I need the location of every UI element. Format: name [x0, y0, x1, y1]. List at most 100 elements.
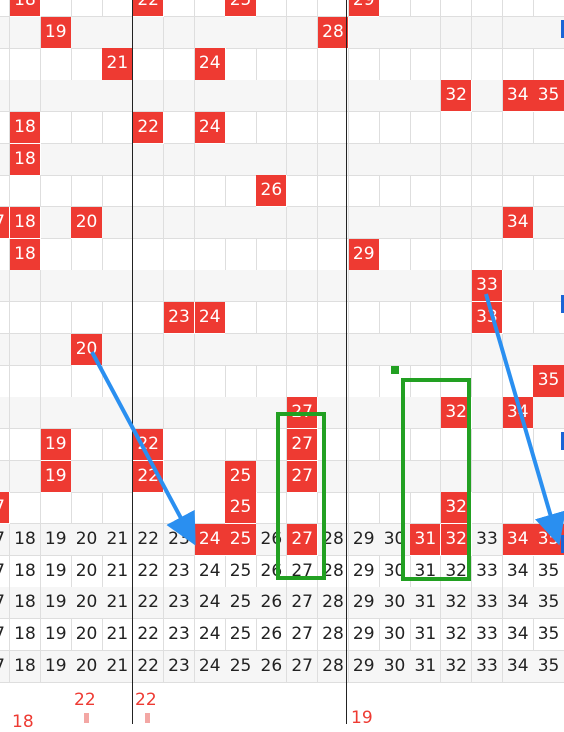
cell-34 [502, 143, 534, 176]
cell-32 [441, 175, 473, 208]
cell-27 [287, 143, 319, 176]
cell-24 [194, 492, 226, 525]
cell-24 [194, 428, 226, 461]
cell-17 [0, 270, 11, 303]
cell-23: 23 [163, 619, 196, 652]
cell-34 [502, 460, 534, 493]
cell-29 [348, 175, 380, 208]
cell-26: 26 [256, 650, 288, 683]
cell-26 [256, 0, 288, 18]
cell-25: 25 [225, 650, 257, 683]
cell-25 [225, 238, 257, 271]
hit-cell-18: 18 [9, 111, 42, 144]
cell-18 [9, 428, 42, 461]
cell-18: 18 [9, 650, 42, 683]
cell-30 [379, 428, 411, 461]
cell-34 [502, 238, 534, 271]
cell-25 [225, 143, 257, 176]
cell-28 [317, 143, 350, 176]
cell-23: 23 [163, 587, 196, 620]
cell-20 [71, 428, 103, 461]
cell-27: 27 [287, 650, 319, 683]
hit-cell-17: 17 [0, 206, 11, 240]
cell-30 [379, 111, 411, 144]
cell-18 [9, 365, 42, 398]
cell-22 [133, 365, 165, 398]
cell-32 [441, 111, 473, 144]
cell-18 [9, 333, 42, 366]
cell-20 [71, 16, 103, 49]
hit-cell-25: 25 [225, 460, 257, 493]
cell-26 [256, 460, 288, 493]
cell-27 [287, 206, 319, 240]
cell-27 [287, 302, 319, 335]
cell-17 [0, 143, 11, 176]
cell-26 [256, 16, 288, 49]
cell-29 [348, 16, 380, 49]
cell-19 [40, 492, 72, 525]
cell-31 [410, 175, 442, 208]
cell-31: 31 [410, 650, 442, 683]
cell-32 [441, 143, 473, 176]
bottom-label-22-a: 22 [74, 690, 96, 710]
cell-20 [71, 270, 103, 303]
cell-34 [502, 333, 534, 366]
cell-30: 30 [379, 619, 411, 652]
cell-28 [317, 365, 350, 398]
cell-29 [348, 206, 380, 240]
cell-17 [0, 333, 11, 366]
cell-17 [0, 365, 11, 398]
cell-20 [71, 80, 103, 113]
cell-17: 17 [0, 650, 11, 683]
trend-arrow-left [90, 351, 196, 546]
cell-34 [502, 492, 534, 525]
cell-18 [9, 16, 42, 49]
cell-31 [410, 0, 442, 18]
cell-24 [194, 206, 226, 240]
cell-24 [194, 80, 226, 113]
cell-20 [71, 397, 103, 430]
cell-33 [471, 206, 504, 240]
cell-25 [225, 175, 257, 208]
cell-17 [0, 80, 11, 113]
green-dot [391, 366, 399, 374]
cell-27: 27 [287, 587, 319, 620]
cell-28 [317, 0, 350, 18]
cell-28 [317, 48, 350, 81]
cell-17: 17 [0, 587, 11, 620]
cell-28: 28 [317, 650, 350, 683]
cell-32: 32 [441, 555, 473, 588]
cell-19: 19 [40, 587, 72, 620]
cell-25 [225, 111, 257, 144]
cell-29 [348, 333, 380, 366]
cell-32 [441, 0, 473, 18]
cell-24 [194, 365, 226, 398]
hit-cell-29: 29 [348, 0, 380, 18]
cell-25: 25 [225, 587, 257, 620]
cell-34 [502, 111, 534, 144]
cell-31 [410, 48, 442, 81]
zone-divider-1 [132, 0, 133, 724]
cell-22: 22 [133, 523, 165, 557]
cell-32 [441, 16, 473, 49]
cell-26 [256, 428, 288, 461]
cell-25: 25 [225, 619, 257, 652]
hit-cell-26: 26 [256, 175, 288, 208]
cell-34 [502, 302, 534, 335]
cell-30 [379, 492, 411, 525]
cell-31 [410, 492, 442, 525]
hit-cell-19: 19 [40, 460, 72, 493]
cell-21 [102, 16, 134, 49]
cell-19 [40, 111, 72, 144]
cell-30: 30 [379, 555, 411, 588]
cell-34 [502, 365, 534, 398]
cell-20 [71, 365, 103, 398]
cell-23 [163, 428, 196, 461]
cell-34: 34 [502, 619, 534, 652]
cell-23: 23 [163, 650, 196, 683]
cell-32 [441, 238, 473, 271]
cell-22 [133, 492, 165, 525]
cell-21 [102, 333, 134, 366]
cell-19 [40, 333, 72, 366]
cell-29 [348, 270, 380, 303]
